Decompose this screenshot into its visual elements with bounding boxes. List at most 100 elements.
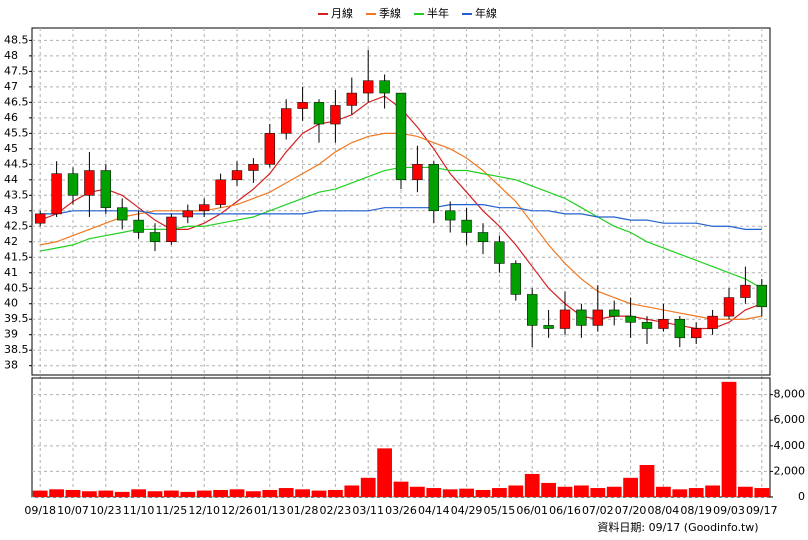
y-tick-label: 42.5: [4, 219, 29, 232]
candle-body: [379, 80, 390, 94]
candle-body: [248, 164, 259, 171]
volume-bar: [377, 448, 392, 497]
y-tick-label: 39.5: [4, 312, 29, 325]
candle-body: [231, 170, 243, 181]
candle-body: [723, 297, 735, 317]
x-tick-label: 08/04: [648, 504, 680, 517]
y-tick-label: 41.5: [4, 250, 29, 263]
x-tick-label: 07/02: [582, 504, 614, 517]
candle-body: [527, 294, 538, 326]
legend-label: 半年: [427, 6, 449, 20]
volume-bar: [65, 489, 81, 497]
candle-body: [35, 213, 46, 224]
x-tick-label: 08/19: [680, 504, 712, 517]
x-tick-label: 09/03: [713, 504, 745, 517]
candle-body: [84, 170, 95, 196]
y-tick-label: 38: [4, 359, 18, 372]
candle-body: [691, 328, 702, 339]
y-tick-label: 42: [4, 235, 18, 248]
candle-body: [576, 309, 587, 326]
candle-body: [313, 102, 325, 125]
candle-body: [100, 170, 111, 208]
x-tick-label: 04/29: [451, 504, 483, 517]
candle-body: [297, 102, 308, 109]
volume-bar: [475, 489, 491, 497]
volume-bar: [623, 477, 638, 497]
volume-bar: [574, 485, 589, 497]
volume-bar: [196, 490, 212, 497]
volume-bar: [393, 481, 409, 497]
x-tick-label: 04/14: [418, 504, 450, 517]
y-tick-label: 46: [4, 111, 18, 124]
volume-bar: [557, 486, 573, 497]
candle-body: [445, 210, 456, 221]
footer: 資料日期: 09/17 (Goodinfo.tw): [597, 520, 758, 534]
y-tick-label: 38.5: [4, 343, 29, 356]
candle-body: [51, 173, 62, 215]
x-tick-label: 07/20: [615, 504, 647, 517]
x-tick-label: 09/17: [746, 504, 778, 517]
volume-bar: [344, 485, 360, 497]
volume-bar: [229, 489, 245, 497]
volume-bar: [278, 488, 294, 497]
volume-bar: [295, 489, 310, 497]
x-tick-label: 12/26: [221, 504, 253, 517]
volume-bar: [360, 477, 376, 497]
volume-bar: [508, 485, 524, 497]
volume-bar: [426, 488, 442, 497]
y-tick-label: 40: [4, 297, 18, 310]
volume-bar: [459, 488, 474, 497]
y-tick-label: 44.5: [4, 157, 29, 170]
x-tick-label: 01/28: [287, 504, 319, 517]
x-tick-label: 10/07: [57, 504, 89, 517]
volume-bar: [246, 491, 261, 497]
candle-body: [740, 284, 751, 298]
volume-bar: [180, 491, 196, 497]
x-tick-label: 12/10: [188, 504, 220, 517]
candle-body: [625, 315, 636, 323]
volume-bar: [721, 381, 737, 497]
candle-body: [149, 232, 161, 243]
volume-bar: [606, 486, 622, 497]
y-tick-label: 47: [4, 80, 18, 93]
y-tick-label: 43: [4, 204, 18, 217]
x-tick-label: 03/11: [352, 504, 384, 517]
candle-body: [182, 210, 193, 218]
y-tick-label: 40.5: [4, 281, 29, 294]
volume-bar: [705, 485, 720, 497]
volume-bar: [213, 489, 228, 497]
y-tick-label: 8,000: [774, 388, 806, 401]
ma-line: [40, 203, 762, 230]
candle-body: [264, 133, 275, 165]
x-tick-label: 10/23: [90, 504, 122, 517]
candle-body: [412, 164, 423, 181]
volume-bar: [262, 489, 278, 497]
y-tick-label: 48.5: [4, 33, 29, 46]
candle-body: [215, 179, 226, 205]
candle-body: [281, 108, 292, 134]
y-tick-label: 39: [4, 328, 18, 341]
volume-bar: [131, 489, 146, 497]
candle-body: [428, 164, 439, 212]
volume-bar: [754, 488, 770, 497]
volume-bar: [328, 489, 343, 497]
candle-body: [609, 309, 620, 317]
y-tick-label: 45.5: [4, 126, 29, 139]
y-tick-label: 41: [4, 266, 18, 279]
candle-body: [199, 204, 210, 212]
y-tick-label: 6,000: [774, 413, 806, 426]
candle-body: [756, 284, 767, 308]
y-tick-label: 45: [4, 142, 18, 155]
x-tick-label: 06/01: [516, 504, 548, 517]
x-tick-label: 06/16: [549, 504, 581, 517]
x-tick-label: 02/23: [320, 504, 352, 517]
candle-body: [494, 241, 505, 264]
y-tick-label: 46.5: [4, 95, 29, 108]
candle-body: [641, 322, 653, 329]
volume-bar: [410, 486, 425, 497]
x-tick-label: 11/10: [123, 504, 155, 517]
candle-body: [559, 309, 571, 329]
volume-bar: [688, 488, 704, 497]
y-tick-label: 4,000: [774, 439, 806, 452]
